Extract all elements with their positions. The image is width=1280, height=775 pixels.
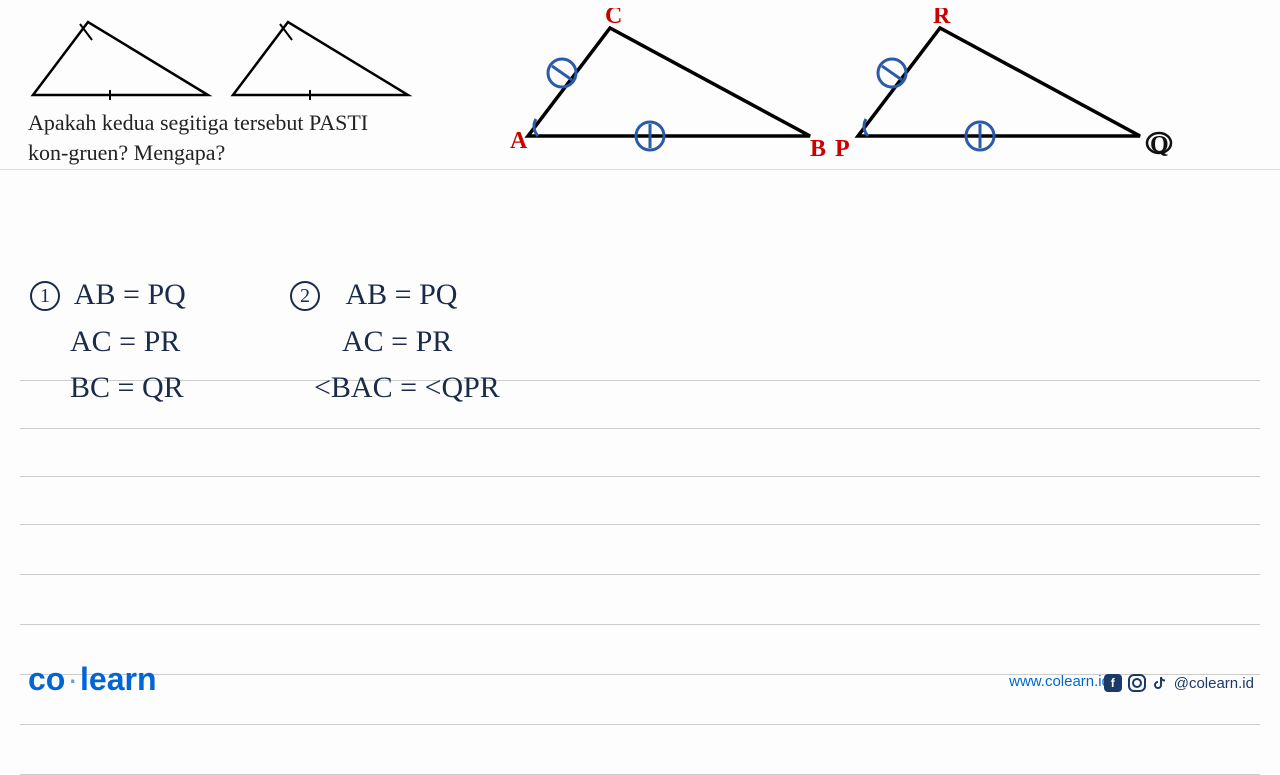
footer-url: www.colearn.id xyxy=(1009,673,1110,690)
answer-number-2: 2 xyxy=(290,281,320,311)
small-triangles-figure xyxy=(28,10,418,105)
rule-line xyxy=(20,476,1260,477)
answer2-line3: <BAC = <QPR xyxy=(314,365,500,412)
answer-column-2: 2 AB = PQ AC = PR <BAC = <QPR xyxy=(290,272,500,412)
label-P: P xyxy=(835,136,850,162)
social-box: f @colearn.id xyxy=(1104,674,1254,692)
answer1-line1: AB = PQ xyxy=(74,278,186,311)
answer2-line2: AC = PR xyxy=(342,319,500,366)
rule-line xyxy=(20,524,1260,525)
logo-dot: · xyxy=(67,661,78,697)
question-text: Apakah kedua segitiga tersebut PASTI kon… xyxy=(28,108,408,167)
labeled-triangles-figure: A B C P Q R xyxy=(510,8,1200,168)
logo-suffix: learn xyxy=(80,661,156,697)
rule-line xyxy=(20,428,1260,429)
label-B: B xyxy=(810,136,826,162)
answer-column-1: 1 AB = PQ AC = PR BC = QR xyxy=(30,272,186,412)
instagram-icon xyxy=(1128,674,1146,692)
brand-logo: co·learn xyxy=(28,661,156,698)
answer1-line2: AC = PR xyxy=(70,319,186,366)
rule-line xyxy=(20,380,1260,381)
label-C: C xyxy=(605,8,622,29)
footer: co·learn www.colearn.id f @colearn.id xyxy=(0,648,1280,698)
tiktok-icon xyxy=(1152,675,1168,691)
label-A: A xyxy=(510,128,528,154)
logo-prefix: co xyxy=(28,661,65,697)
facebook-icon: f xyxy=(1104,674,1122,692)
answer-number-1: 1 xyxy=(30,281,60,311)
answer2-line1: AB = PQ xyxy=(346,278,458,311)
rule-line xyxy=(20,724,1260,725)
question-header: Apakah kedua segitiga tersebut PASTI kon… xyxy=(0,0,1280,170)
social-handle: @colearn.id xyxy=(1174,675,1254,692)
label-R: R xyxy=(933,8,951,29)
rule-line xyxy=(20,624,1260,625)
answer1-line3: BC = QR xyxy=(70,365,186,412)
rule-line xyxy=(20,574,1260,575)
